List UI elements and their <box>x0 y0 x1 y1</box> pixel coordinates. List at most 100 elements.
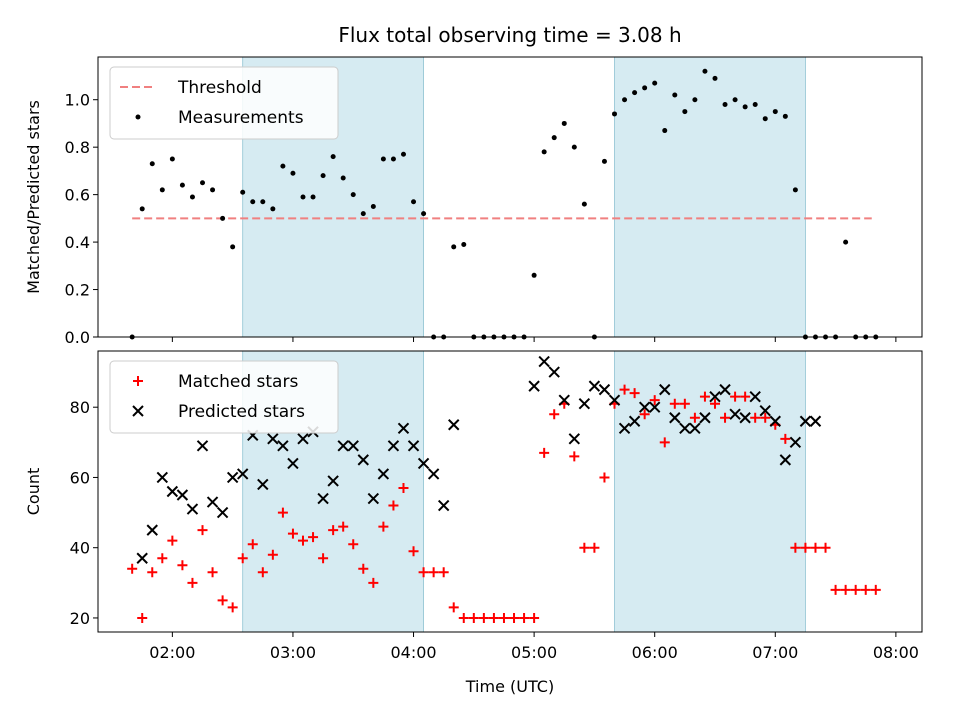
y-tick-label: 0.0 <box>65 328 90 347</box>
measurement-point <box>782 113 788 119</box>
measurement-point <box>240 189 246 195</box>
observing-interval <box>614 57 806 337</box>
predicted-point <box>759 405 771 417</box>
matched-point <box>589 542 600 553</box>
predicted-point <box>136 552 148 564</box>
matched-point <box>830 584 841 595</box>
measurement-point <box>250 199 256 205</box>
matched-point <box>579 542 590 553</box>
matched-point <box>438 567 449 578</box>
measurement-point <box>702 68 708 74</box>
matched-point <box>418 567 429 578</box>
measurement-point <box>662 128 668 134</box>
predicted-point <box>357 454 369 466</box>
predicted-point <box>809 415 822 427</box>
matched-point <box>207 567 218 578</box>
matched-point <box>679 398 690 409</box>
matched-point <box>378 521 389 532</box>
count-panel: 20 40 60 80 02:00 03:00 04:00 05:00 06:00 07:00 08… <box>24 350 923 696</box>
measurement-point <box>179 182 185 188</box>
predicted-point <box>588 380 601 392</box>
matched-point <box>157 553 168 564</box>
matched-point <box>790 542 801 553</box>
measurement-point <box>792 187 798 193</box>
matched-point <box>850 584 861 595</box>
predicted-point <box>156 471 169 484</box>
matched-point <box>257 567 268 578</box>
predicted-point <box>689 422 701 434</box>
measurement-point <box>531 272 537 278</box>
legend-label: Matched stars <box>178 372 298 392</box>
y-tick-label: 1.0 <box>65 91 90 110</box>
axes-frame <box>97 56 923 338</box>
matched-point <box>740 391 751 402</box>
measurement-point <box>411 199 417 205</box>
y-tick-label: 0.2 <box>65 281 90 300</box>
x-tick-label: 02:00 <box>149 643 195 662</box>
measurement-point <box>149 161 155 167</box>
matched-point <box>328 525 339 536</box>
matched-point <box>408 546 419 557</box>
measurement-point <box>581 201 587 207</box>
matched-point <box>649 395 660 406</box>
matched-point <box>348 539 359 550</box>
matched-point <box>267 549 278 560</box>
predicted-point <box>277 440 289 452</box>
predicted-point <box>448 419 460 431</box>
matched-point <box>217 595 228 606</box>
predicted-point <box>528 380 540 392</box>
y-tick-label: 0.6 <box>65 186 90 205</box>
matched-point <box>137 612 148 623</box>
predicted-point <box>437 499 450 512</box>
measurement-point <box>270 206 276 212</box>
y-axis-label: Count <box>24 468 43 516</box>
legend-label: Predicted stars <box>178 402 305 422</box>
measurement-point <box>360 211 366 217</box>
measurement-point <box>330 154 336 160</box>
matched-point <box>549 409 560 420</box>
predicted-point <box>236 468 249 480</box>
predicted-point <box>638 401 651 413</box>
predicted-point <box>608 394 621 406</box>
predicted-point <box>739 412 751 424</box>
y-tick-label: 0.8 <box>65 138 90 157</box>
measurement-point <box>682 109 688 115</box>
predicted-point <box>648 401 661 413</box>
measurement-point <box>300 194 306 200</box>
predicted-point <box>257 478 269 491</box>
legend-swatch <box>133 376 143 386</box>
matched-point <box>509 612 520 623</box>
predicted-point <box>317 492 329 505</box>
predicted-point <box>226 471 239 484</box>
measurement-point <box>230 244 236 250</box>
measurement-point <box>672 92 678 98</box>
legend-swatch <box>135 114 141 120</box>
predicted-point <box>799 415 812 427</box>
chart-title: Flux total observing time = 3.08 h <box>338 23 681 47</box>
matched-point <box>760 412 771 423</box>
predicted-point <box>397 422 410 434</box>
measurement-point <box>541 149 547 155</box>
predicted-point <box>548 366 560 378</box>
measurement-point <box>772 109 778 115</box>
matched-point <box>840 584 851 595</box>
matched-point <box>780 433 791 444</box>
predicted-point <box>709 390 721 403</box>
matched-point <box>177 560 188 571</box>
measurement-point <box>350 192 356 198</box>
matched-point <box>458 612 469 623</box>
matched-point <box>730 391 741 402</box>
measurement-point <box>622 97 628 103</box>
matched-point <box>247 539 258 550</box>
x-tick-label: 07:00 <box>752 643 798 662</box>
predicted-point <box>267 433 279 445</box>
measurement-point <box>551 135 557 141</box>
x-axis-label: Time (UTC) <box>465 677 554 696</box>
predicted-point <box>337 440 349 452</box>
predicted-point <box>377 468 390 480</box>
measurement-point <box>843 239 849 245</box>
measurement-point <box>280 163 286 169</box>
matched-point <box>639 409 650 420</box>
y-tick-label: 0.4 <box>65 233 90 252</box>
